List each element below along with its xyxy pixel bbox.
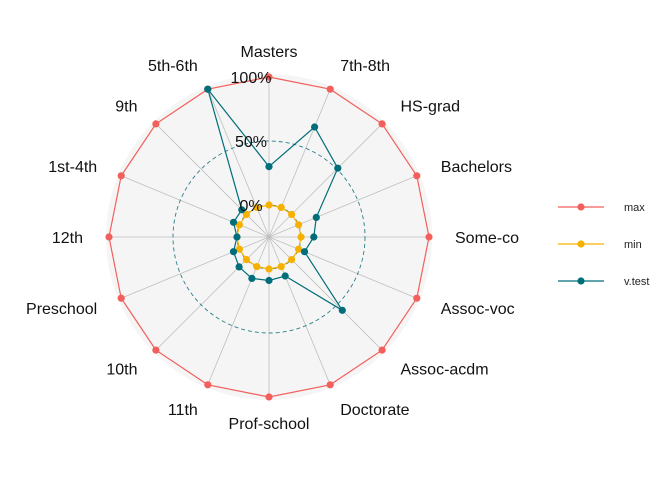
data-point bbox=[229, 248, 238, 256]
legend-label: v.test bbox=[624, 276, 649, 288]
category-label: 5th-6th bbox=[148, 58, 198, 75]
category-label: 12th bbox=[52, 230, 83, 247]
legend-swatch-point bbox=[577, 203, 585, 211]
data-point bbox=[253, 263, 261, 271]
data-point bbox=[117, 172, 125, 180]
category-label: Preschool bbox=[26, 301, 97, 318]
category-label: Doctorate bbox=[340, 402, 409, 419]
radial-tick-label: 0% bbox=[239, 198, 262, 215]
radial-tick-label: 100% bbox=[231, 70, 272, 87]
data-point bbox=[204, 85, 212, 93]
data-point bbox=[117, 294, 125, 302]
legend-swatch-point bbox=[577, 240, 585, 248]
data-point bbox=[152, 120, 160, 128]
data-point bbox=[378, 346, 386, 354]
radial-tick-label: 50% bbox=[235, 134, 267, 151]
data-point bbox=[277, 263, 285, 271]
data-point bbox=[235, 263, 243, 271]
spoke-line bbox=[268, 175, 417, 238]
data-point bbox=[265, 73, 273, 81]
data-point bbox=[233, 233, 241, 241]
category-label: Some-co bbox=[455, 230, 519, 247]
data-point bbox=[326, 381, 334, 389]
data-point bbox=[265, 265, 273, 273]
grid-circle-50 bbox=[172, 140, 366, 334]
data-point bbox=[277, 203, 285, 211]
data-point bbox=[265, 393, 273, 401]
category-label: 11th bbox=[168, 402, 198, 419]
category-label: Assoc-voc bbox=[441, 301, 515, 318]
data-point bbox=[265, 201, 273, 209]
series-v-test bbox=[204, 85, 346, 314]
data-point bbox=[310, 233, 318, 241]
category-label: 9th bbox=[115, 99, 137, 116]
category-label: Bachelors bbox=[441, 159, 512, 176]
category-labels: Masters 7th-8th HS-grad Bachelors Some-co Ass… bbox=[26, 44, 519, 433]
data-point bbox=[242, 256, 250, 264]
category-label: 7th-8th bbox=[340, 58, 390, 75]
category-label: Masters bbox=[241, 44, 298, 61]
data-point bbox=[295, 245, 303, 253]
data-point bbox=[288, 256, 296, 264]
data-point bbox=[300, 248, 309, 256]
spoke-line bbox=[268, 123, 383, 238]
data-point bbox=[265, 276, 273, 285]
data-point bbox=[253, 203, 261, 211]
data-point bbox=[238, 206, 246, 214]
data-point bbox=[265, 163, 273, 171]
spoke-line bbox=[121, 236, 270, 299]
legend-label: max bbox=[624, 202, 645, 214]
data-point bbox=[334, 164, 342, 172]
category-label: Prof-school bbox=[229, 416, 310, 433]
spoke-line bbox=[207, 89, 270, 238]
category-label: Assoc-acdm bbox=[401, 362, 489, 379]
legend: max min v.test bbox=[558, 202, 649, 288]
data-point bbox=[378, 120, 386, 128]
data-point bbox=[297, 233, 305, 241]
data-point bbox=[425, 233, 433, 241]
data-point bbox=[413, 294, 421, 302]
data-point bbox=[242, 210, 250, 218]
data-point bbox=[295, 221, 303, 229]
legend-swatch-point bbox=[577, 277, 585, 285]
data-point bbox=[152, 346, 160, 354]
spoke-line bbox=[155, 123, 270, 238]
legend-label: min bbox=[624, 239, 642, 251]
spoke-line bbox=[121, 175, 270, 238]
data-point bbox=[311, 123, 319, 131]
data-point bbox=[248, 274, 256, 282]
data-point bbox=[326, 85, 334, 93]
data-point bbox=[235, 245, 243, 253]
data-point bbox=[413, 172, 421, 180]
spoke-line bbox=[268, 236, 417, 299]
category-label: 1st-4th bbox=[48, 159, 97, 176]
data-point bbox=[229, 218, 238, 226]
spoke-line bbox=[268, 89, 331, 238]
data-point bbox=[281, 272, 289, 280]
data-point bbox=[288, 210, 296, 218]
category-label: HS-grad bbox=[401, 99, 461, 116]
grid-layer bbox=[109, 77, 429, 397]
data-point bbox=[204, 381, 212, 389]
data-point bbox=[105, 233, 113, 241]
data-point bbox=[338, 306, 346, 314]
tick-labels: 0% 50% 100% bbox=[231, 70, 272, 215]
spoke-line bbox=[268, 236, 383, 351]
category-label: 10th bbox=[106, 362, 137, 379]
spoke-line bbox=[268, 236, 331, 385]
spoke-line bbox=[155, 236, 270, 351]
series-layer bbox=[105, 73, 433, 401]
data-point bbox=[235, 221, 243, 229]
data-point bbox=[312, 213, 320, 221]
spoke-line bbox=[207, 236, 270, 385]
